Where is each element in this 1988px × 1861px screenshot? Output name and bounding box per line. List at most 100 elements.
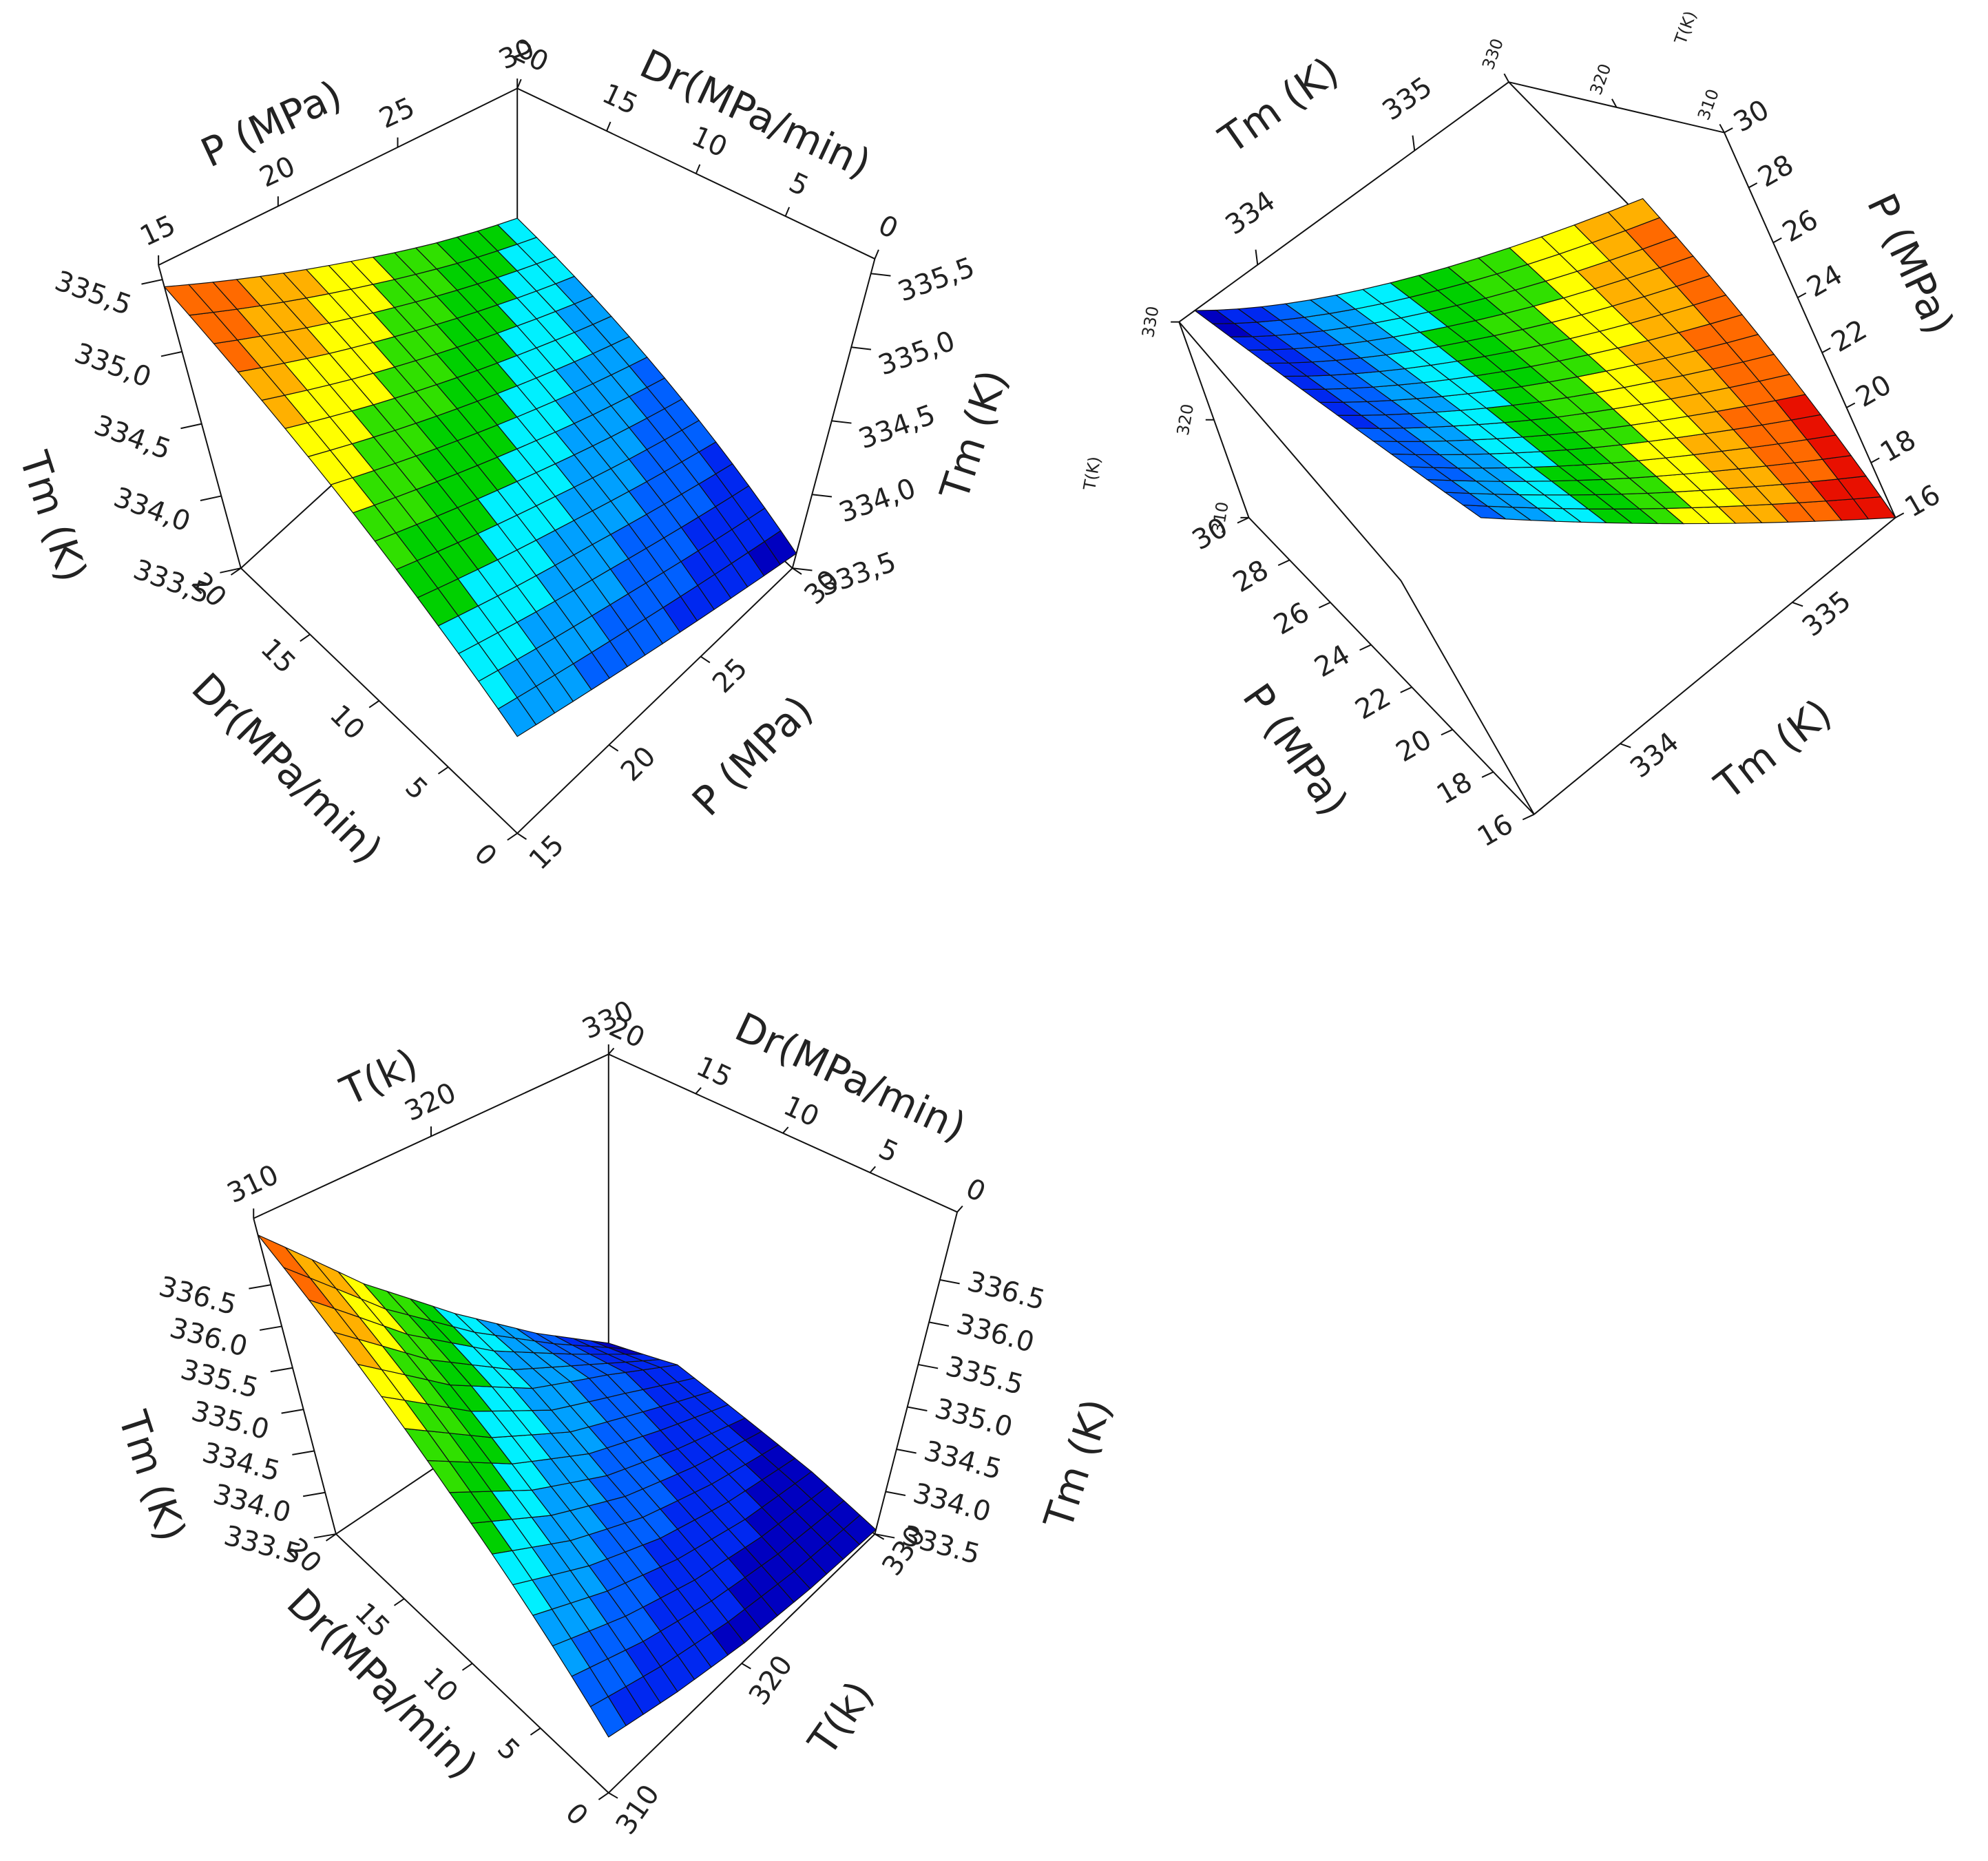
tick-label: 25	[707, 652, 754, 700]
tick-label: 335,5	[894, 251, 979, 308]
tick-mark	[1412, 135, 1416, 151]
tick-label: 334	[1220, 185, 1281, 241]
tick-mark	[792, 567, 802, 575]
tick-mark	[1821, 347, 1831, 354]
tick-label: 26	[1777, 204, 1823, 249]
tick-mark	[1772, 237, 1782, 244]
axis-title: T(K)	[1080, 455, 1105, 492]
tick-label: 0	[961, 1173, 990, 1208]
tick-label: 335.0	[188, 1395, 273, 1446]
tick-label: 334.5	[199, 1437, 284, 1488]
tick-mark	[200, 495, 222, 501]
tick-mark	[695, 164, 701, 174]
tick-label: 310	[610, 1779, 666, 1840]
tick-mark	[160, 350, 182, 357]
axis-title: P (MPa)	[1858, 187, 1963, 341]
tick-label: 330	[1478, 36, 1507, 72]
tick-label: 24	[1309, 639, 1355, 684]
tick-label: 334.5	[921, 1435, 1005, 1486]
tick-mark	[812, 494, 833, 498]
tick-label: 334.0	[910, 1478, 994, 1528]
axis-title: Dr(MPa/min)	[182, 664, 391, 872]
tick-mark	[1400, 686, 1412, 693]
tick-label: 28	[1228, 554, 1274, 599]
surface-cell	[591, 1340, 626, 1349]
tick-mark	[325, 1533, 337, 1542]
tick-mark	[939, 1279, 960, 1285]
tick-mark	[437, 766, 449, 775]
tick-label: 336.0	[953, 1308, 1038, 1359]
tick-mark	[608, 1792, 618, 1799]
tick-mark	[313, 1533, 337, 1539]
tick-mark	[393, 1598, 405, 1606]
axis-title: P (MPa)	[683, 686, 822, 825]
tick-label: 335	[1797, 585, 1857, 643]
tick-label: 0	[468, 838, 503, 873]
tick-mark	[1748, 182, 1758, 189]
tick-mark	[1255, 249, 1259, 265]
tick-mark	[1441, 728, 1453, 736]
tick-mark	[885, 1491, 906, 1497]
tick-mark	[516, 832, 527, 840]
tick-mark	[1846, 402, 1856, 408]
tick-mark	[292, 1450, 315, 1455]
axis-title: T(K)	[1671, 8, 1700, 48]
tick-label: 334,0	[109, 481, 194, 538]
tick-label: 0	[559, 1797, 594, 1832]
tick-label: 335.5	[942, 1350, 1027, 1401]
tick-mark	[831, 420, 852, 424]
tick-mark	[530, 1727, 541, 1736]
tick-mark	[1719, 123, 1725, 134]
tick-label: 333,5	[129, 554, 214, 610]
tick-label: 10	[687, 120, 732, 164]
tick-label: 5	[399, 771, 434, 806]
tick-label: 20	[1391, 724, 1437, 768]
tick-mark	[259, 1325, 282, 1331]
box-edge	[253, 1218, 337, 1535]
axis-title: Tm (K)	[1706, 690, 1840, 809]
tick-mark	[302, 1491, 326, 1497]
tick-label: 15	[597, 78, 642, 121]
tick-mark	[141, 279, 163, 285]
tick-mark	[1895, 512, 1905, 518]
tick-label: 10	[324, 699, 371, 746]
tick-mark	[869, 1166, 877, 1173]
tick-mark	[1797, 292, 1807, 299]
box-edge	[791, 258, 876, 569]
axis-title: Tm (K)	[1034, 1393, 1120, 1535]
tick-mark	[782, 1126, 789, 1134]
box-edge	[1724, 132, 1896, 518]
tick-mark	[695, 1087, 702, 1095]
tick-label: 334	[1624, 726, 1685, 784]
tick-label: 336.5	[156, 1270, 240, 1321]
tick-label: 320	[1173, 403, 1198, 437]
tick-label: 335	[1377, 71, 1438, 127]
axis-title: Tm (K)	[930, 364, 1016, 506]
tick-mark	[606, 121, 611, 132]
box-edge	[158, 264, 242, 569]
tick-mark	[598, 1792, 609, 1800]
tick-label: 28	[1753, 149, 1799, 193]
tick-label: 335,0	[875, 325, 959, 381]
tick-label: 18	[1875, 424, 1921, 469]
tick-label: 16	[1472, 808, 1518, 853]
tick-label: 24	[1802, 259, 1848, 304]
tick-label: 15	[523, 829, 571, 876]
tick-mark	[249, 1284, 271, 1290]
tick-mark	[1277, 559, 1290, 567]
tick-mark	[300, 633, 311, 642]
tick-mark	[368, 700, 380, 708]
tick-mark	[1237, 516, 1250, 524]
tick-mark	[874, 249, 879, 260]
tick-mark	[608, 1047, 615, 1055]
tick-mark	[1724, 127, 1733, 134]
tick-mark	[875, 1533, 895, 1539]
tick-mark	[741, 1663, 751, 1670]
axis-title: Dr(MPa/min)	[728, 1003, 973, 1150]
tick-label: 310	[1208, 501, 1233, 535]
tick-label: 320	[1587, 61, 1615, 98]
tick-mark	[1620, 743, 1631, 748]
tick-mark	[870, 273, 891, 277]
tick-mark	[608, 744, 619, 752]
tick-mark	[1481, 771, 1494, 778]
